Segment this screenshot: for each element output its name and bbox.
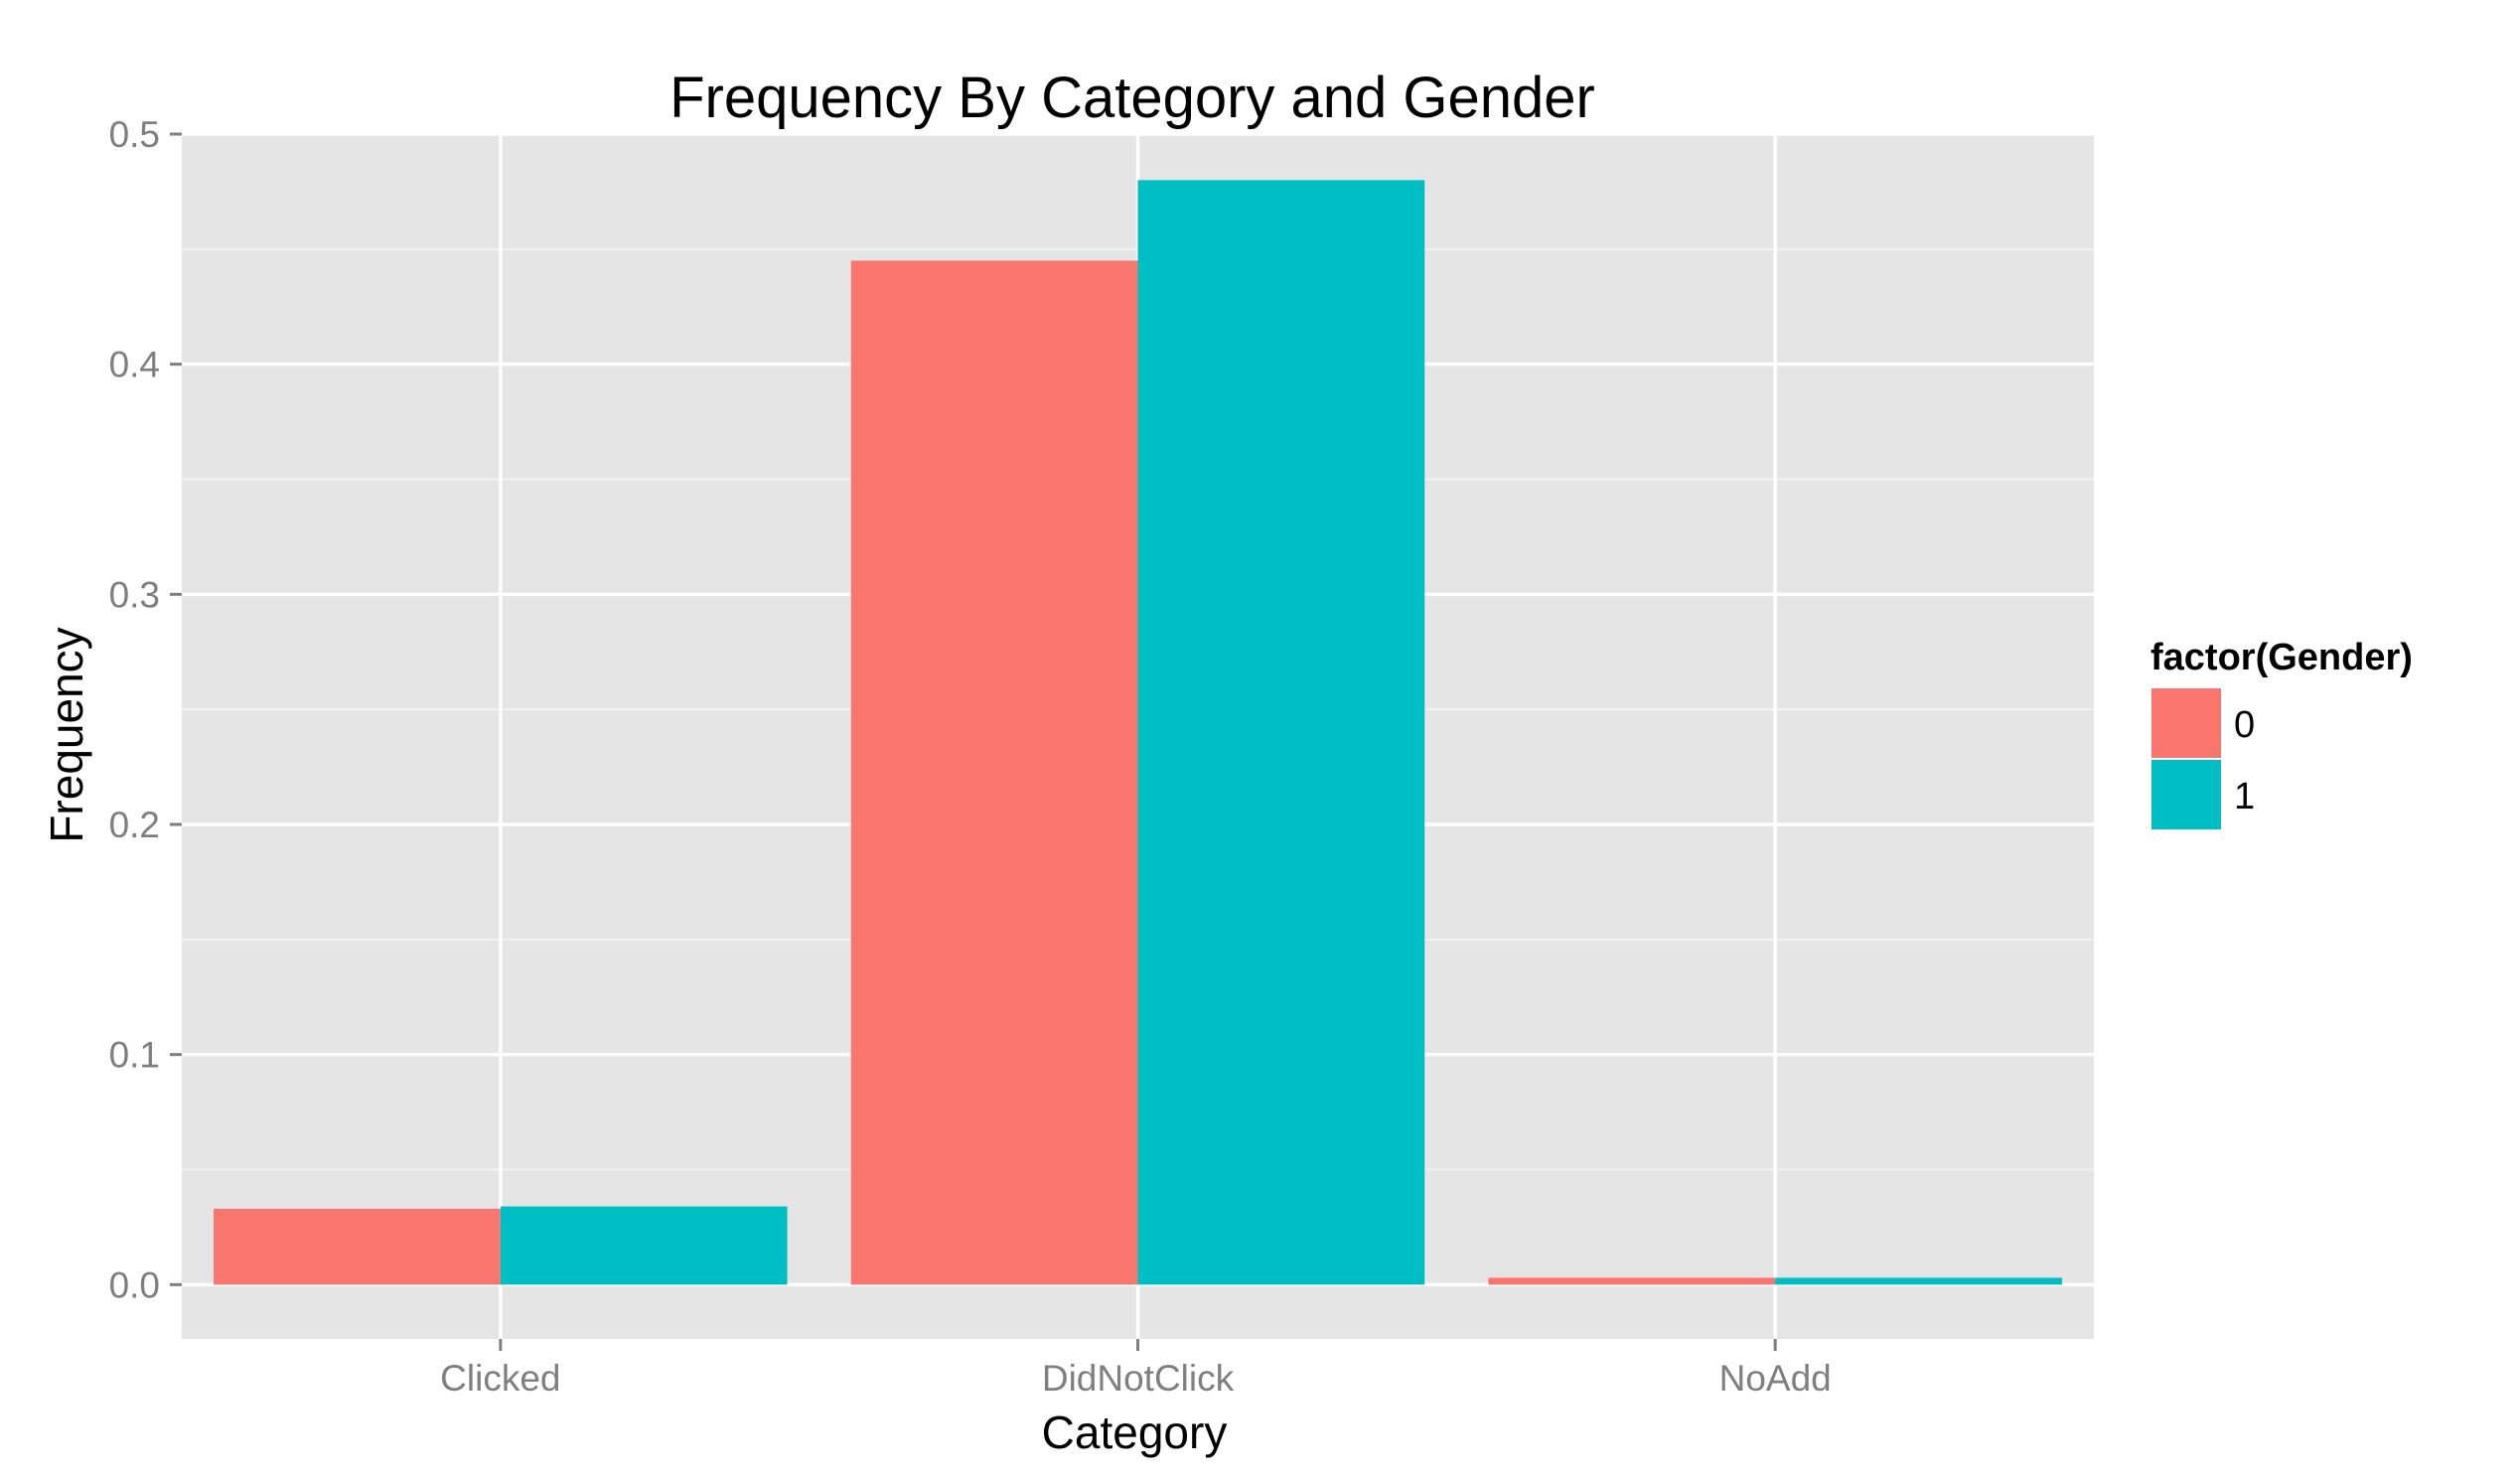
x-tick-label: DidNotClick [1042,1358,1235,1399]
y-axis: 0.0 0.1 0.2 0.3 0.4 0.5 [109,114,182,1305]
legend: factor(Gender) 0 1 [2149,637,2413,831]
y-axis-title: Frequency [41,627,92,842]
legend-label-1: 1 [2234,776,2255,817]
x-tick-label: Clicked [440,1358,560,1399]
y-tick-label: 0.2 [109,805,160,845]
bar-didnotclick-gender-0 [850,260,1138,1285]
bar-clicked-gender-1 [500,1206,788,1285]
chart-title: Frequency By Category and Gender [669,66,1595,130]
legend-label-0: 0 [2234,704,2255,746]
y-tick-label: 0.1 [109,1035,160,1076]
x-axis: Clicked DidNotClick NoAdd [440,1339,1832,1399]
bar-noadd-gender-0 [1488,1277,1776,1285]
x-tick-label: NoAdd [1719,1358,1832,1399]
y-tick-label: 0.0 [109,1264,160,1305]
x-axis-title: Category [1042,1407,1228,1458]
legend-swatch-1 [2151,760,2221,829]
bar-didnotclick-gender-1 [1137,180,1425,1285]
legend-swatch-0 [2151,688,2221,758]
legend-title: factor(Gender) [2150,637,2413,678]
y-tick-label: 0.3 [109,574,160,615]
bar-noadd-gender-1 [1775,1277,2062,1285]
bar-clicked-gender-0 [214,1208,501,1285]
y-tick-label: 0.4 [109,345,160,385]
bars [214,180,2062,1285]
y-tick-label: 0.5 [109,114,160,155]
